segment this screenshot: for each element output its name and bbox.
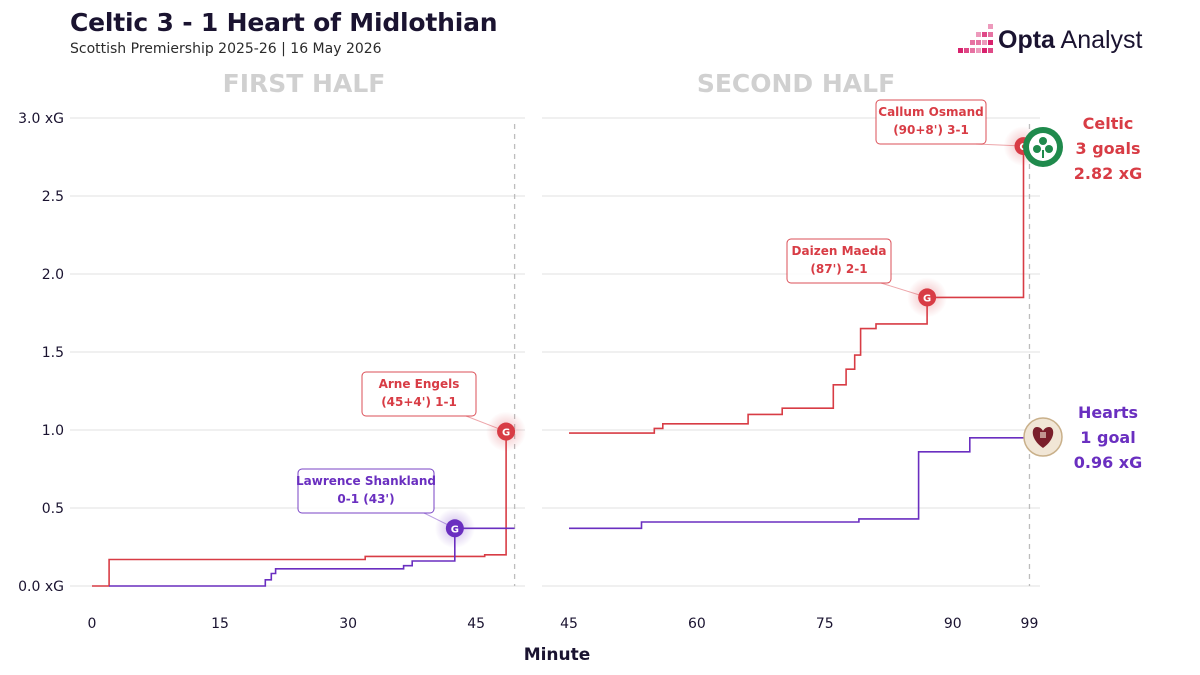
logo-dot <box>982 40 987 45</box>
goal-callout-text: (90+8') 3-1 <box>893 123 969 137</box>
team-summary-line: 3 goals <box>1076 139 1141 158</box>
celtic-xg-line <box>92 431 507 587</box>
y-tick-label: 0.0 xG <box>18 579 64 595</box>
hearts-xg-line <box>569 436 1031 530</box>
goal-callout-text: (45+4') 1-1 <box>381 395 457 409</box>
crest-leaf <box>1045 145 1053 153</box>
x-tick-label: 90 <box>944 616 962 632</box>
x-tick-label: 60 <box>688 616 706 632</box>
goal-callout-text: Lawrence Shankland <box>296 474 436 488</box>
crest-detail <box>1040 432 1046 438</box>
crest-leaf <box>1033 145 1041 153</box>
half-label: FIRST HALF <box>223 69 386 98</box>
page-title: Celtic 3 - 1 Heart of Midlothian <box>70 8 498 37</box>
goal-callout-box <box>875 99 987 145</box>
team-summary-line: 2.82 xG <box>1074 164 1143 183</box>
opta-analyst-logo-icon <box>958 22 994 56</box>
logo-dot <box>988 24 993 29</box>
team-summary-line: 0.96 xG <box>1074 453 1143 472</box>
goal-callout-box <box>297 468 435 514</box>
goal-callout-box <box>361 371 477 417</box>
logo-dot <box>958 48 963 53</box>
logo-dot <box>988 48 993 53</box>
logo-dot <box>982 32 987 37</box>
crest-stem <box>1042 150 1044 158</box>
team-summary-line: 1 goal <box>1080 428 1135 447</box>
goal-callout-text: Arne Engels <box>379 377 460 391</box>
hearts-xg-line <box>109 527 515 587</box>
x-tick-label: 0 <box>88 616 97 632</box>
x-tick-label: 75 <box>816 616 834 632</box>
opta-analyst-logo: Opta Analyst <box>958 22 1148 58</box>
celtic-crest-icon <box>1023 127 1063 167</box>
goal-callout-text: 0-1 (43') <box>337 492 394 506</box>
brand-name-bold: Opta <box>998 26 1055 54</box>
x-tick-label: 99 <box>1021 616 1039 632</box>
logo-dot <box>976 40 981 45</box>
goal-callout-text: Callum Osmand <box>878 105 983 119</box>
x-tick-label: 45 <box>560 616 578 632</box>
y-tick-label: 3.0 xG <box>18 111 64 127</box>
crest-inner <box>1029 133 1057 161</box>
logo-dot <box>964 48 969 53</box>
goal-callout-text: (87') 2-1 <box>810 262 867 276</box>
logo-dot <box>976 48 981 53</box>
y-tick-label: 1.5 <box>42 345 64 361</box>
y-tick-label: 1.0 <box>42 423 64 439</box>
brand-name: Opta Analyst <box>998 26 1143 55</box>
brand-name-light: Analyst <box>1054 26 1143 54</box>
goal-callout-text: Daizen Maeda <box>792 244 887 258</box>
logo-dot <box>970 40 975 45</box>
page-subtitle: Scottish Premiership 2025-26 | 16 May 20… <box>70 41 382 57</box>
goal-marker-label: G <box>451 524 459 535</box>
half-label: SECOND HALF <box>697 69 895 98</box>
logo-dot <box>976 32 981 37</box>
goal-callout-box <box>786 238 892 284</box>
logo-dot <box>988 32 993 37</box>
y-tick-label: 2.5 <box>42 189 64 205</box>
goal-marker-label: G <box>923 293 931 304</box>
logo-dot <box>982 48 987 53</box>
x-tick-label: 15 <box>211 616 229 632</box>
goal-marker <box>445 519 464 538</box>
team-summary-line: Celtic <box>1083 114 1134 133</box>
goal-marker <box>918 288 937 307</box>
x-axis-label: Minute <box>524 645 591 665</box>
team-summary-line: Hearts <box>1078 403 1138 422</box>
x-tick-label: 45 <box>467 616 485 632</box>
logo-dot <box>988 40 993 45</box>
hearts-crest-icon <box>1023 417 1063 457</box>
y-tick-label: 2.0 <box>42 267 64 283</box>
celtic-xg-line <box>569 146 1025 434</box>
goal-marker-label: G <box>502 428 510 439</box>
goal-marker <box>497 422 516 441</box>
y-tick-label: 0.5 <box>42 501 64 517</box>
crest-leaf <box>1039 137 1047 145</box>
logo-dot <box>970 48 975 53</box>
x-tick-label: 30 <box>339 616 357 632</box>
